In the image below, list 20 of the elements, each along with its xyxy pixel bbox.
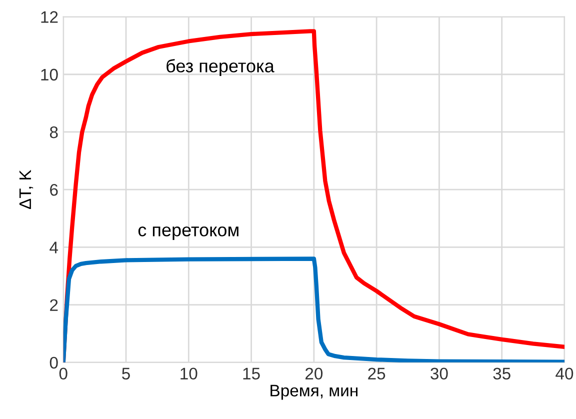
series-label: без перетока bbox=[166, 58, 274, 76]
y-tick-label: 10 bbox=[41, 68, 58, 81]
x-tick-label: 10 bbox=[180, 368, 198, 380]
x-tick-label: 35 bbox=[493, 368, 510, 380]
x-axis-title: Время, мин bbox=[270, 384, 358, 400]
x-tick-label: 25 bbox=[368, 368, 386, 380]
x-tick-label: 0 bbox=[59, 368, 68, 380]
x-tick-label: 5 bbox=[122, 368, 130, 380]
y-tick-label: 4 bbox=[50, 242, 58, 254]
y-tick-label: 8 bbox=[50, 126, 58, 138]
series-label: с перетоком bbox=[138, 226, 238, 240]
y-tick-label: 0 bbox=[50, 356, 58, 369]
y-tick-label: 2 bbox=[50, 299, 58, 311]
y-tick-label: 12 bbox=[41, 11, 58, 23]
x-tick-label: 20 bbox=[305, 368, 323, 380]
x-tick-label: 30 bbox=[430, 368, 448, 380]
y-axis-title: ΔT, K bbox=[19, 170, 34, 210]
y-tick-label: 6 bbox=[50, 184, 58, 196]
x-tick-label: 40 bbox=[556, 368, 574, 380]
x-tick-label: 15 bbox=[243, 368, 260, 380]
